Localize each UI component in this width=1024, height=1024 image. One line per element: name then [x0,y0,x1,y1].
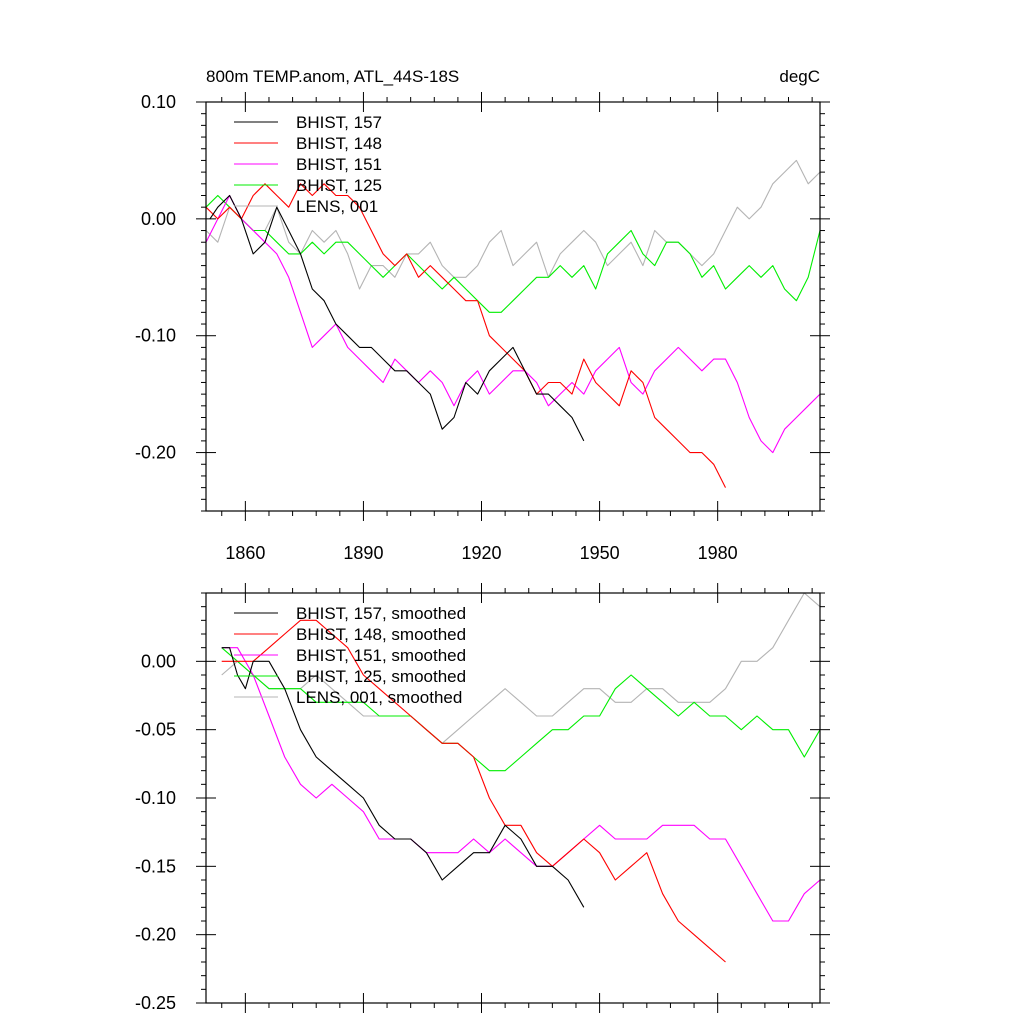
top-y-tick-label: -0.10 [135,326,176,346]
bottom-legend-label: BHIST, 125, smoothed [296,667,466,686]
bottom-legend-label: BHIST, 157, smoothed [296,604,466,623]
top-legend-label: BHIST, 151 [296,155,382,174]
bottom-legend-label: BHIST, 151, smoothed [296,646,466,665]
top-legend-label: BHIST, 148 [296,134,382,153]
top-y-tick-label: -0.20 [135,443,176,463]
top-plot-frame [205,101,821,512]
top-chart-title: 800m TEMP.anom, ATL_44S-18S [206,67,459,86]
top-series-line-1 [205,194,821,313]
bottom-legend-label: LENS, 001, smoothed [296,688,462,707]
bottom-legend: BHIST, 157, smoothed BHIST, 148, smoothed… [234,604,466,707]
top-x-tick-label: 1950 [580,543,620,563]
bottom-series-line-2 [221,647,821,922]
top-chart-units: degC [779,67,820,86]
bottom-y-tick-label: 0.00 [141,651,176,671]
top-x-tick-label: 1860 [225,543,265,563]
top-series-line-0 [205,159,821,290]
bottom-chart-panel: 0.00 -0.05 -0.10 -0.15 -0.20 -0.25 BHIST, 157… [135,583,830,1013]
bottom-y-tick-label: -0.20 [135,925,176,945]
bottom-y-tick-label: -0.05 [135,720,176,740]
top-legend-label: LENS, 001 [296,197,378,216]
top-series-layer [205,159,821,488]
bottom-plot-frame [205,592,821,1004]
bottom-y-tick-label: -0.25 [135,993,176,1013]
bottom-series-line-0 [221,592,821,744]
top-x-tick-label: 1890 [343,543,383,563]
top-legend-label: BHIST, 157 [296,113,382,132]
top-y-tick-label: 0.00 [141,209,176,229]
bottom-legend-label: BHIST, 148, smoothed [296,625,466,644]
top-x-tick-label: 1920 [461,543,501,563]
top-legend-label: BHIST, 125 [296,176,382,195]
bottom-ticks-layer: 0.00 -0.05 -0.10 -0.15 -0.20 -0.25 [135,583,830,1013]
top-series-line-2 [205,194,821,454]
bottom-series-line-4 [221,647,585,908]
top-series-line-4 [209,194,585,442]
top-ticks-layer: 1860 1890 1920 1950 1980 0.10 0.00 -0.10 -0.20 [135,92,830,563]
top-chart-panel: 800m TEMP.anom, ATL_44S-18S degC 1860 189… [135,67,830,563]
bottom-series-line-1 [221,647,821,772]
bottom-series-layer [221,592,821,963]
bottom-y-tick-label: -0.15 [135,856,176,876]
bottom-y-tick-label: -0.10 [135,788,176,808]
top-x-tick-label: 1980 [698,543,738,563]
top-series-line-3 [205,183,726,488]
top-y-tick-label: 0.10 [141,92,176,112]
bottom-series-line-3 [221,619,726,963]
top-legend: BHIST, 157 BHIST, 148 BHIST, 151 BHIST, 125… [234,113,382,216]
